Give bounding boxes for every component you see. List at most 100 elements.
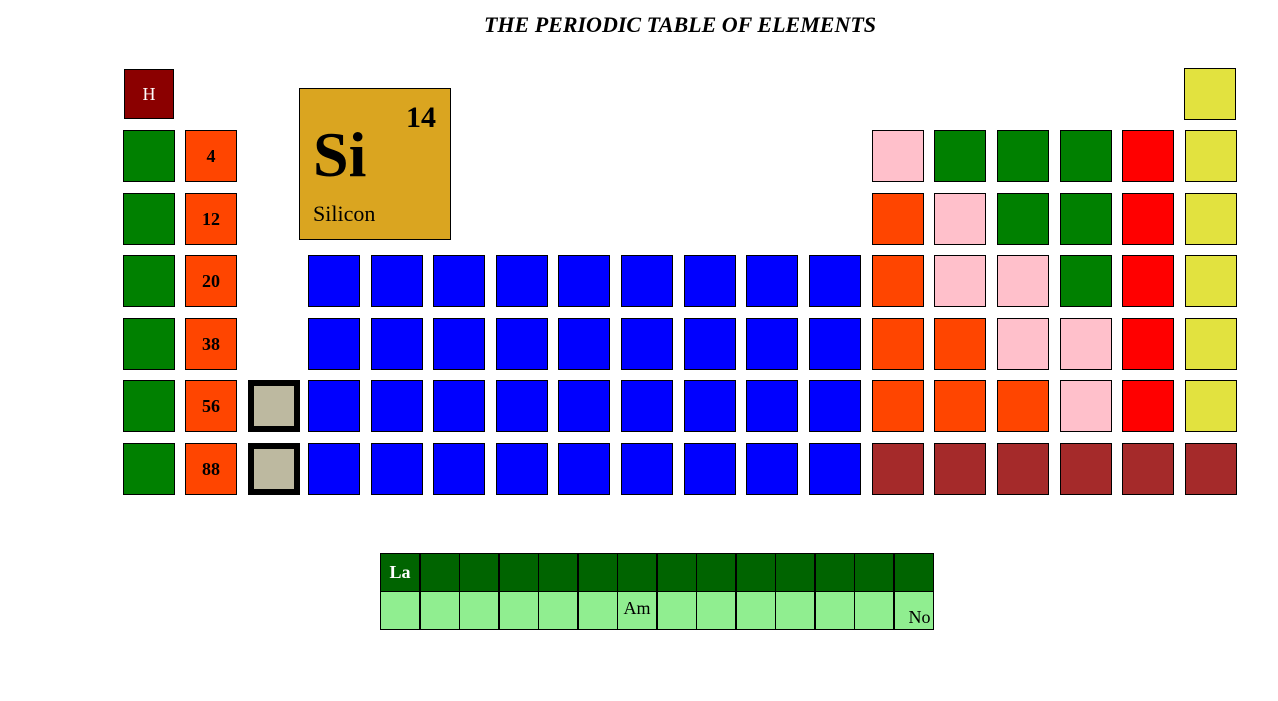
element-cell[interactable] — [621, 318, 673, 370]
lanthanide-cell[interactable] — [498, 553, 539, 592]
lanthanide-cell[interactable]: La — [380, 553, 420, 592]
element-cell[interactable]: 12 — [185, 193, 237, 245]
element-cell[interactable] — [123, 443, 175, 495]
element-cell[interactable]: 56 — [185, 380, 237, 432]
element-cell[interactable] — [496, 318, 548, 370]
lanthanide-cell[interactable] — [735, 553, 776, 592]
element-cell[interactable] — [1122, 380, 1174, 432]
element-cell[interactable] — [934, 130, 986, 182]
element-cell[interactable] — [371, 380, 423, 432]
element-cell[interactable] — [433, 443, 485, 495]
element-cell[interactable]: 4 — [185, 130, 237, 182]
element-cell[interactable]: 20 — [185, 255, 237, 307]
element-cell[interactable] — [308, 318, 360, 370]
element-cell[interactable] — [1185, 130, 1237, 182]
lanthanide-placeholder[interactable] — [248, 380, 300, 432]
element-cell[interactable] — [371, 255, 423, 307]
element-cell[interactable] — [809, 443, 861, 495]
element-cell[interactable] — [1060, 443, 1112, 495]
element-helium[interactable] — [1184, 68, 1236, 120]
actinide-cell[interactable]: Am — [617, 591, 657, 630]
actinide-cell[interactable] — [538, 591, 578, 630]
element-cell[interactable] — [746, 380, 798, 432]
actinide-cell[interactable] — [419, 591, 460, 630]
actinide-cell[interactable]: No — [893, 591, 934, 630]
element-cell[interactable] — [684, 318, 736, 370]
element-cell[interactable] — [934, 193, 986, 245]
element-cell[interactable] — [558, 255, 610, 307]
lanthanide-cell[interactable] — [775, 553, 815, 592]
element-cell[interactable] — [684, 255, 736, 307]
element-cell[interactable] — [746, 318, 798, 370]
element-cell[interactable] — [934, 443, 986, 495]
actinide-cell[interactable] — [814, 591, 855, 630]
element-cell[interactable] — [308, 380, 360, 432]
element-cell[interactable] — [621, 255, 673, 307]
lanthanide-cell[interactable] — [656, 553, 697, 592]
lanthanide-cell[interactable] — [419, 553, 460, 592]
element-cell[interactable] — [872, 443, 924, 495]
element-cell[interactable] — [433, 380, 485, 432]
element-cell[interactable] — [496, 443, 548, 495]
element-cell[interactable]: 88 — [185, 443, 237, 495]
element-cell[interactable] — [1060, 130, 1112, 182]
element-cell[interactable] — [621, 380, 673, 432]
element-cell[interactable] — [558, 380, 610, 432]
element-cell[interactable] — [997, 193, 1049, 245]
actinide-cell[interactable] — [380, 591, 420, 630]
element-cell[interactable] — [123, 318, 175, 370]
element-cell[interactable] — [872, 193, 924, 245]
element-cell[interactable] — [1122, 193, 1174, 245]
lanthanide-cell[interactable] — [577, 553, 618, 592]
element-cell[interactable] — [496, 380, 548, 432]
element-cell[interactable] — [1122, 318, 1174, 370]
lanthanide-cell[interactable] — [696, 553, 736, 592]
actinide-cell[interactable] — [498, 591, 539, 630]
element-cell[interactable] — [371, 318, 423, 370]
element-cell[interactable] — [872, 318, 924, 370]
element-cell[interactable] — [123, 380, 175, 432]
element-cell[interactable] — [123, 130, 175, 182]
element-cell[interactable] — [558, 318, 610, 370]
element-cell[interactable] — [934, 255, 986, 307]
element-cell[interactable] — [684, 380, 736, 432]
element-cell[interactable] — [621, 443, 673, 495]
element-cell[interactable] — [872, 255, 924, 307]
element-cell[interactable] — [1060, 318, 1112, 370]
element-cell[interactable] — [1060, 255, 1112, 307]
element-cell[interactable] — [997, 380, 1049, 432]
element-cell[interactable]: 38 — [185, 318, 237, 370]
actinide-placeholder[interactable] — [248, 443, 300, 495]
element-cell[interactable] — [433, 318, 485, 370]
element-cell[interactable] — [997, 255, 1049, 307]
element-cell[interactable] — [496, 255, 548, 307]
element-cell[interactable] — [997, 130, 1049, 182]
element-hydrogen[interactable]: H — [124, 69, 174, 119]
element-cell[interactable] — [558, 443, 610, 495]
lanthanide-cell[interactable] — [538, 553, 578, 592]
element-cell[interactable] — [1185, 193, 1237, 245]
actinide-cell[interactable] — [459, 591, 499, 630]
element-cell[interactable] — [123, 193, 175, 245]
actinide-cell[interactable] — [696, 591, 736, 630]
lanthanide-cell[interactable] — [617, 553, 657, 592]
element-cell[interactable] — [934, 318, 986, 370]
element-cell[interactable] — [684, 443, 736, 495]
element-cell[interactable] — [746, 443, 798, 495]
element-cell[interactable] — [1185, 443, 1237, 495]
element-cell[interactable] — [809, 318, 861, 370]
actinide-cell[interactable] — [735, 591, 776, 630]
element-cell[interactable] — [1185, 380, 1237, 432]
lanthanide-cell[interactable] — [854, 553, 894, 592]
element-cell[interactable] — [997, 443, 1049, 495]
element-cell[interactable] — [1122, 443, 1174, 495]
element-cell[interactable] — [872, 130, 924, 182]
lanthanide-cell[interactable] — [459, 553, 499, 592]
element-cell[interactable] — [809, 255, 861, 307]
element-cell[interactable] — [809, 380, 861, 432]
element-cell[interactable] — [746, 255, 798, 307]
actinide-cell[interactable] — [775, 591, 815, 630]
element-cell[interactable] — [1060, 380, 1112, 432]
element-cell[interactable] — [872, 380, 924, 432]
element-cell[interactable] — [308, 443, 360, 495]
